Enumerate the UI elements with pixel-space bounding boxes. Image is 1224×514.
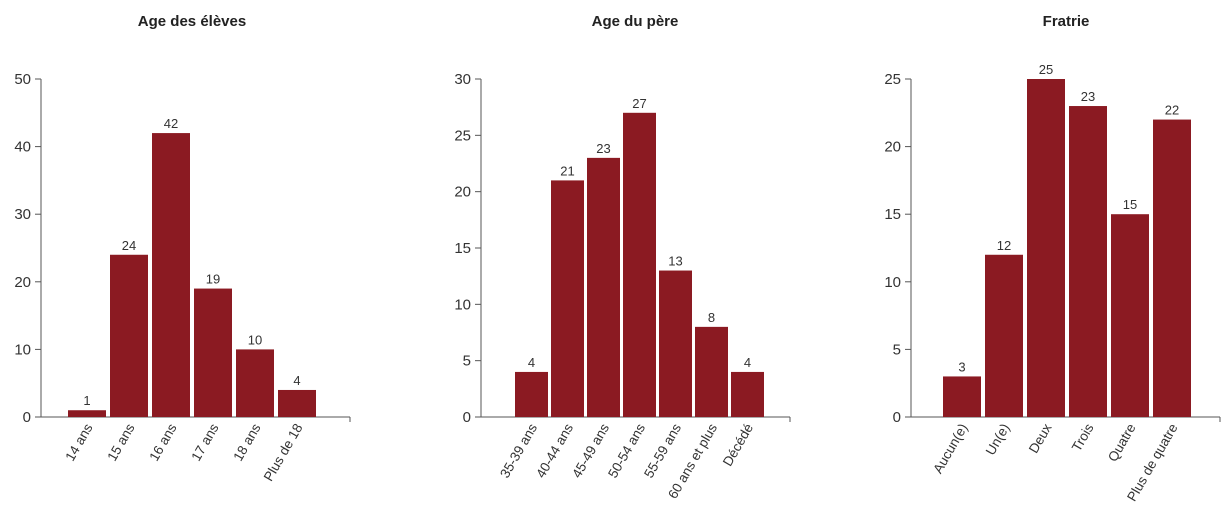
bar [731, 371, 764, 417]
bar [1111, 214, 1149, 417]
y-tick-label: 30 [14, 206, 31, 223]
y-tick-label: 0 [23, 409, 31, 426]
bar-value-label: 1 [83, 393, 90, 408]
bar [659, 270, 692, 417]
bar [152, 133, 190, 417]
bar [943, 376, 981, 417]
y-tick-label: 25 [884, 71, 901, 88]
chart-title: Age du père [592, 13, 679, 30]
y-tick-label: 10 [14, 341, 31, 358]
bar [985, 254, 1023, 417]
chart-1: Age des élèves 0 10 20 30 40 50 1 14 ans 24 15 ans… [14, 13, 351, 484]
bar-value-label: 23 [596, 141, 610, 156]
category-label: 17 ans [188, 421, 221, 464]
chart-title: Fratrie [1043, 13, 1090, 30]
bar-value-label: 3 [958, 359, 965, 374]
y-tick-label: 15 [454, 240, 471, 257]
bar-value-label: 24 [122, 238, 136, 253]
chart-3: Fratrie 0 5 10 15 20 25 3 Aucun(e) 12 Un(e) 25 Deux 2… [884, 13, 1221, 504]
category-label: 15 ans [104, 421, 137, 464]
bar-value-label: 27 [632, 96, 646, 111]
y-tick-label: 20 [884, 139, 901, 156]
category-label: Trois [1069, 421, 1097, 454]
bar [515, 371, 548, 417]
y-tick-label: 0 [893, 409, 901, 426]
bar [68, 410, 106, 417]
bar [1153, 119, 1191, 417]
y-tick-label: 25 [454, 127, 471, 144]
bar-value-label: 21 [560, 163, 574, 178]
category-label: 16 ans [146, 421, 179, 464]
bar-value-label: 4 [744, 355, 751, 370]
category-label: Décédé [720, 421, 756, 469]
y-tick-label: 10 [454, 296, 471, 313]
category-label: Deux [1026, 421, 1055, 456]
category-label: Quatre [1105, 421, 1139, 464]
y-tick-label: 15 [884, 206, 901, 223]
bar-value-label: 19 [206, 272, 220, 287]
y-tick-label: 30 [454, 71, 471, 88]
bar [1027, 79, 1065, 417]
bar-value-label: 23 [1081, 89, 1095, 104]
category-label: Un(e) [983, 421, 1013, 458]
bar [236, 349, 274, 417]
category-label: 18 ans [230, 421, 263, 464]
bar [587, 157, 620, 417]
bar [695, 326, 728, 417]
bar-value-label: 4 [293, 373, 300, 388]
y-tick-label: 5 [893, 341, 901, 358]
bar-value-label: 22 [1165, 103, 1179, 118]
bar [110, 254, 148, 417]
y-tick-label: 50 [14, 71, 31, 88]
bar-value-label: 12 [997, 238, 1011, 253]
y-tick-label: 0 [463, 409, 471, 426]
bar [551, 180, 584, 417]
bar [1069, 106, 1107, 417]
y-tick-label: 20 [454, 184, 471, 201]
bar-value-label: 10 [248, 332, 262, 347]
y-tick-label: 10 [884, 274, 901, 291]
bar-value-label: 13 [668, 254, 682, 269]
bar [194, 288, 232, 417]
category-label: Plus de 18 [261, 421, 306, 484]
bar-value-label: 15 [1123, 197, 1137, 212]
bar [623, 112, 656, 418]
y-tick-label: 20 [14, 274, 31, 291]
y-tick-label: 40 [14, 139, 31, 156]
bar-value-label: 25 [1039, 62, 1053, 77]
chart-title: Age des élèves [138, 13, 246, 30]
bar-value-label: 8 [708, 310, 715, 325]
bar [278, 389, 316, 417]
category-label: Aucun(e) [930, 421, 970, 476]
y-tick-label: 5 [463, 353, 471, 370]
bar-value-label: 4 [528, 355, 535, 370]
bar-value-label: 42 [164, 116, 178, 131]
category-label: 14 ans [62, 421, 95, 464]
